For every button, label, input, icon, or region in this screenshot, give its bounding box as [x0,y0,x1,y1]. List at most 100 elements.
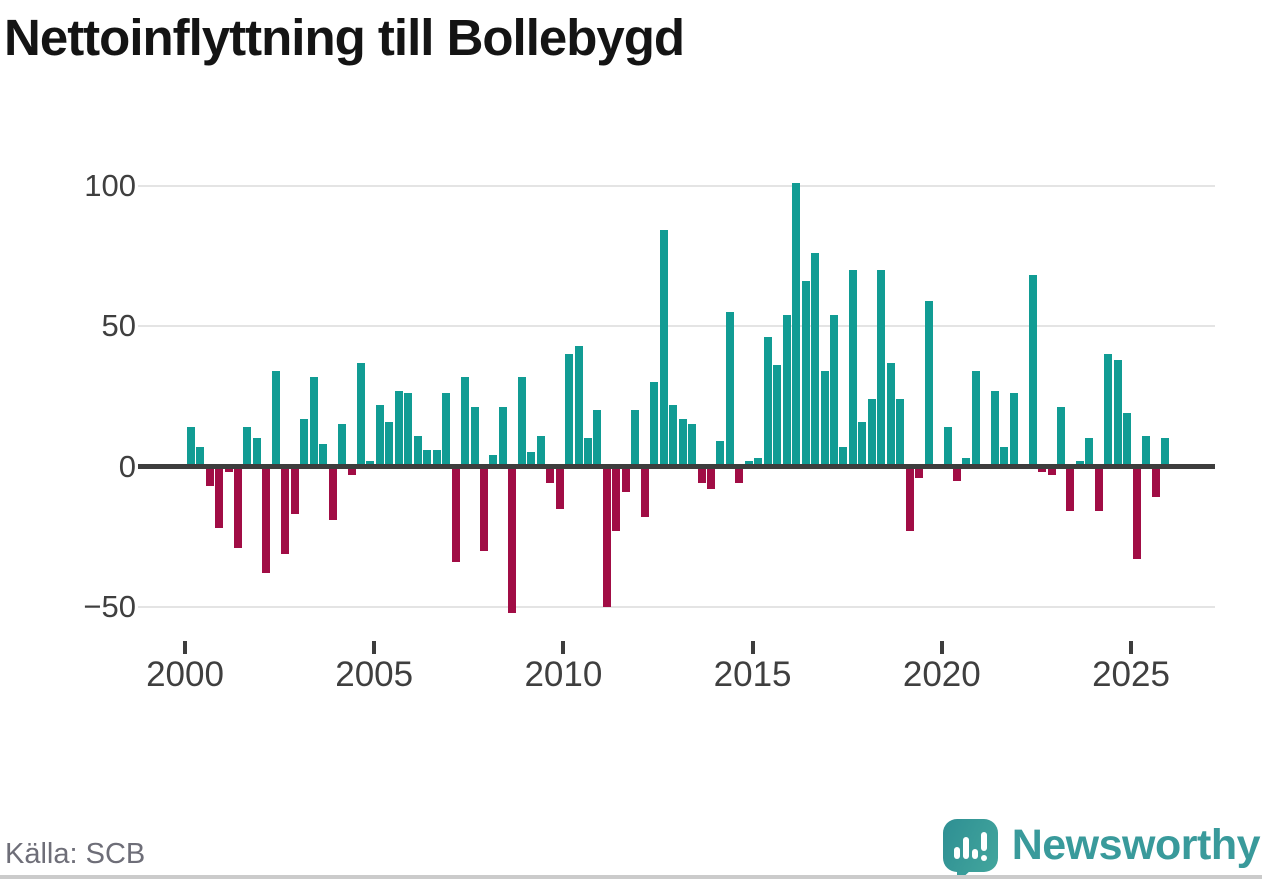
y-tick-label-0: 0 [118,448,136,484]
x-tick-2025 [1129,641,1133,654]
bar-2024q3 [1113,359,1122,467]
bar-2001q1 [224,466,233,473]
bar-2013q2 [688,424,697,467]
bar-2001q3 [243,427,252,467]
bar-2021q2 [990,390,999,467]
bar-2022q3 [1038,466,1047,473]
bar-2015q3 [773,365,782,467]
bar-2001q2 [234,466,242,548]
bar-2011q4 [631,410,640,467]
bar-2010q3 [584,438,593,467]
bar-2004q4 [366,460,375,467]
bar-2007q3 [470,407,479,467]
bar-2009q3 [546,466,555,484]
bar-2018q2 [877,269,886,467]
speech-bubble-tail [956,868,972,879]
bar-2018q3 [886,362,895,467]
bar-2013q4 [707,466,715,489]
bar-2008q1 [489,455,498,467]
bar-2025q1 [1132,466,1141,560]
bar-2007q2 [461,376,470,467]
bar-2006q2 [423,449,432,467]
bar-2021q4 [1009,393,1018,467]
chart-title: Nettoinflyttning till Bollebygd [4,9,685,66]
bar-2012q1 [640,466,649,518]
bar-2009q1 [527,452,536,467]
bar-2010q1 [565,354,574,467]
logo-bar-icon [953,846,960,859]
zero-axis-line [138,464,1215,469]
y-tick-label-50: 50 [101,308,136,343]
bar-2000q3 [205,466,214,487]
bar-2012q2 [650,382,659,467]
bar-2017q1 [829,314,838,467]
bar-2019q3 [924,300,933,467]
bar-2024q4 [1123,413,1132,467]
bar-2014q4 [744,460,753,467]
bar-2020q3 [962,458,971,467]
x-tick-label-2000: 2000 [146,655,224,694]
bar-2015q4 [782,314,791,467]
bar-2023q3 [1075,460,1084,467]
bar-2020q1 [943,427,952,467]
bar-2000q1 [186,427,195,467]
bar-2004q2 [347,466,356,475]
bar-2016q1 [792,182,801,467]
bar-2003q2 [309,376,318,467]
bar-2011q1 [602,466,611,607]
bar-2022q2 [1028,275,1037,467]
window-bottom-edge [0,875,1262,879]
bar-2002q1 [262,466,271,574]
bar-2012q3 [659,230,668,467]
bar-2015q1 [754,458,763,467]
bar-2023q4 [1085,438,1094,467]
bar-2003q1 [300,418,309,467]
bar-2025q3 [1151,466,1160,498]
bar-2000q4 [215,466,224,529]
newsworthy-logo-icon [942,818,998,879]
bar-2014q2 [725,311,734,467]
bar-2024q2 [1104,354,1113,467]
bar-2005q2 [385,421,394,467]
bar-2008q3 [508,466,517,613]
logo-bar-icon [971,848,978,859]
x-tick-2010 [561,641,566,654]
logo-exclamation-icon [980,831,987,851]
bar-2022q4 [1047,466,1056,475]
bar-2015q2 [763,337,772,467]
bar-2020q4 [971,370,980,467]
bar-2004q1 [338,424,347,467]
bar-2017q3 [848,269,857,467]
bar-2016q4 [820,370,829,467]
x-tick-2005 [372,641,377,654]
bar-2002q2 [271,370,280,467]
gridline-100 [138,184,1215,187]
bar-2006q1 [413,435,422,467]
bar-2007q1 [451,466,460,563]
bar-2002q4 [290,466,299,515]
bar-2007q4 [479,466,488,551]
x-tick-label-2020: 2020 [902,655,981,694]
bar-2018q4 [896,399,905,467]
x-tick-2015 [750,641,755,654]
bar-2009q2 [536,435,545,467]
bar-2008q4 [517,376,526,467]
bar-2016q2 [801,281,810,467]
bar-2018q1 [867,399,876,467]
brand-footer: Newsworthy [942,814,1261,879]
y-tick-label-100: 100 [84,167,136,203]
bar-2005q1 [375,404,384,467]
bar-2017q2 [839,446,848,467]
bar-2023q1 [1057,407,1066,467]
bar-2006q4 [442,393,451,467]
bar-2010q2 [574,345,583,467]
bar-2019q2 [915,466,924,478]
bar-2010q4 [593,410,602,467]
logo-exclamation-dot-icon [980,854,987,861]
bar-2011q2 [612,466,621,532]
logo-bar-icon [962,836,969,859]
bar-2025q2 [1142,435,1151,467]
gridline--50 [138,606,1215,608]
